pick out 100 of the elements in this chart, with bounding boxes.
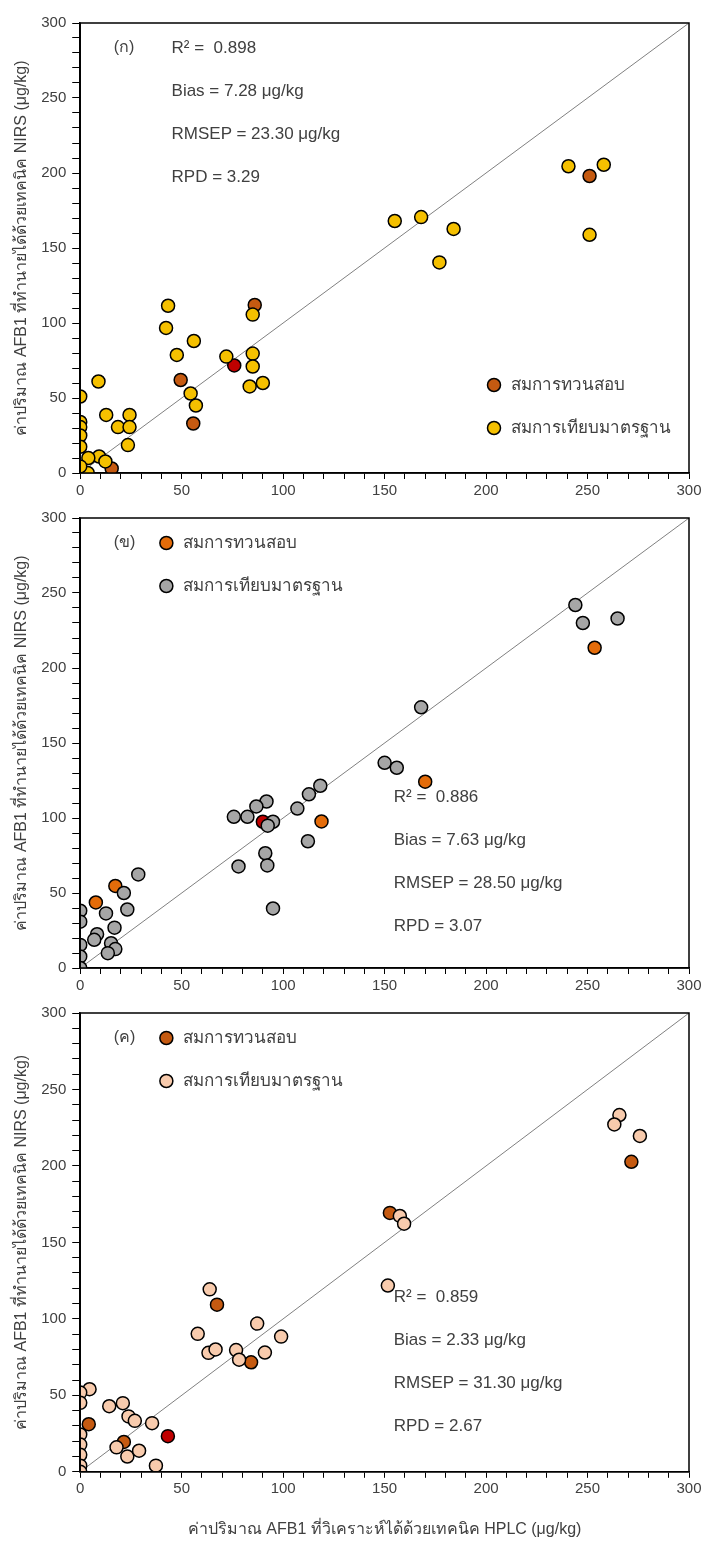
point	[260, 858, 275, 873]
point	[231, 1352, 247, 1367]
point	[314, 814, 329, 829]
annotation: (ก)	[113, 38, 135, 56]
legend-label: สมการทวนสอบ	[183, 532, 298, 552]
annotation: (ข)	[113, 533, 136, 551]
y-tick-label: 200	[41, 658, 67, 676]
point	[190, 1326, 205, 1342]
y-tick-label: 100	[41, 1309, 67, 1327]
x-tick-label: 150	[372, 1479, 398, 1497]
x-tick-label: 100	[270, 1479, 296, 1497]
point	[231, 859, 246, 874]
point	[582, 168, 597, 184]
annotation: RMSEP = 28.50 μg/kg	[393, 872, 563, 892]
x-axis-title: ค่าปริมาณ AFB1 ที่วิเคราะห์ได้ด้วยเทคนิค HPLC (μg/kg)	[187, 1516, 582, 1537]
point	[242, 379, 257, 394]
y-tick-label: 150	[41, 733, 67, 751]
x-tick-label: 150	[372, 480, 398, 498]
x-tick-label: 300	[676, 975, 702, 993]
point	[209, 1297, 225, 1312]
annotation: R² = 0.898	[171, 37, 257, 57]
x-tick-label: 0	[76, 480, 85, 498]
legend-label: สมการเทียบมาตรฐาน	[183, 575, 344, 596]
y-tick-label: 150	[41, 238, 67, 256]
point	[227, 358, 242, 373]
point	[607, 1117, 622, 1132]
point	[120, 902, 135, 917]
point	[86, 932, 102, 948]
point	[91, 374, 106, 389]
x-tick-label: 200	[473, 1479, 499, 1497]
x-tick-label: 250	[575, 1479, 601, 1497]
point	[265, 901, 281, 916]
point	[432, 255, 447, 270]
y-tick-label: 250	[41, 583, 67, 601]
annotation: R² = 0.886	[393, 786, 479, 806]
point	[377, 755, 392, 771]
point	[300, 834, 316, 849]
y-tick-label: 250	[41, 88, 67, 106]
point	[413, 209, 429, 225]
point	[632, 1128, 648, 1144]
y-tick-label: 200	[41, 1156, 67, 1174]
legend-label: สมการเทียบมาตรฐาน	[183, 1070, 344, 1091]
point	[109, 1440, 124, 1455]
x-tick-label: 50	[173, 975, 191, 993]
point	[255, 375, 271, 391]
point	[587, 640, 602, 655]
point	[219, 349, 234, 364]
point	[98, 407, 114, 423]
point	[389, 760, 405, 775]
y-tick-label: 50	[49, 883, 67, 901]
annotation: R² = 0.859	[393, 1287, 479, 1307]
point	[98, 906, 114, 921]
legend-label: สมการทวนสอบ	[511, 374, 625, 394]
point	[568, 597, 583, 613]
y-tick-label: 0	[57, 958, 67, 976]
point	[313, 778, 328, 793]
y-axis-title: ค่าปริมาณ AFB1 ที่ทำนายได้ด้วยเทคนิค NIRS (μg/kg)	[9, 60, 30, 436]
point	[240, 809, 255, 825]
point	[107, 920, 122, 935]
x-tick-label: 300	[676, 1479, 702, 1497]
annotation: Bias = 2.33 μg/kg	[393, 1330, 526, 1350]
point	[158, 320, 174, 336]
y-tick-label: 250	[41, 1079, 67, 1097]
point	[396, 1216, 412, 1231]
point	[596, 157, 612, 172]
annotation: RMSEP = 31.30 μg/kg	[393, 1373, 563, 1393]
point	[148, 1458, 164, 1472]
point	[387, 213, 403, 229]
point	[173, 372, 188, 388]
point	[186, 333, 202, 349]
annotation: Bias = 7.63 μg/kg	[393, 829, 526, 849]
x-tick-label: 300	[676, 480, 702, 498]
point	[226, 809, 242, 825]
point	[131, 1443, 147, 1458]
y-tick-label: 200	[41, 163, 67, 181]
point	[446, 221, 461, 237]
point	[169, 347, 185, 363]
point	[258, 846, 273, 861]
y-tick-label: 300	[41, 1003, 67, 1021]
x-tick-label: 200	[473, 480, 499, 498]
point	[257, 1345, 273, 1360]
point	[100, 945, 116, 961]
point	[413, 700, 429, 715]
y-tick-label: 0	[57, 1461, 67, 1479]
point	[380, 1278, 396, 1293]
point	[131, 867, 146, 882]
point	[122, 407, 137, 423]
point	[245, 346, 260, 361]
point	[290, 801, 305, 816]
point	[115, 1395, 131, 1411]
point	[243, 1355, 259, 1370]
point	[81, 1416, 96, 1432]
x-tick-label: 50	[173, 1479, 191, 1497]
point	[160, 1428, 176, 1444]
point	[245, 307, 260, 322]
point	[116, 885, 132, 901]
point	[120, 1449, 135, 1464]
point	[273, 1329, 289, 1344]
point	[98, 454, 113, 469]
point	[160, 298, 176, 313]
